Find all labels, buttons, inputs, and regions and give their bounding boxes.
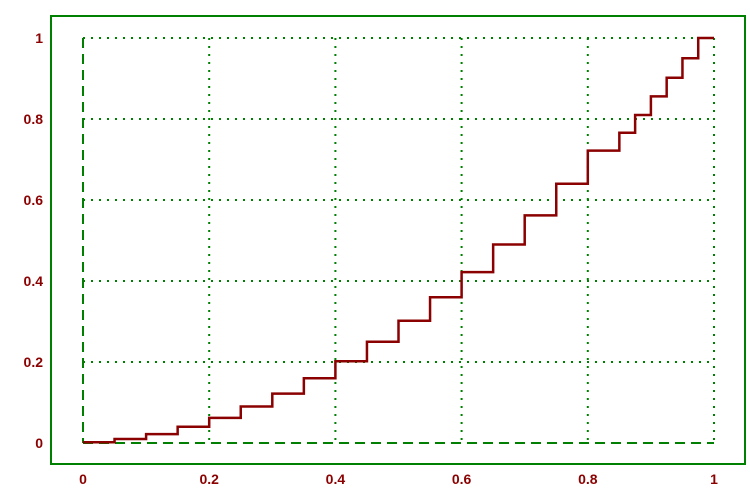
grid-layer	[83, 37, 715, 443]
y-tick-label-1: 0.2	[24, 354, 44, 370]
y-tick-label-2: 0.4	[24, 273, 44, 289]
y-tick-label-5: 1	[35, 30, 43, 46]
y-tick-label-4: 0.8	[24, 111, 44, 127]
baseline-layer	[82, 38, 714, 444]
x-tick-label-2: 0.4	[326, 471, 346, 487]
series-layer	[83, 36, 714, 444]
y-tick-labels: 0 0.2 0.4 0.6 0.8 1	[24, 30, 44, 451]
x-tick-label-5: 1	[710, 471, 718, 487]
x-tick-label-0: 0	[79, 471, 87, 487]
y-tick-label-3: 0.6	[24, 192, 44, 208]
x-tick-label-1: 0.2	[199, 471, 219, 487]
x-tick-labels: 0 0.2 0.4 0.6 0.8 1	[79, 471, 718, 487]
x-tick-label-3: 0.6	[452, 471, 472, 487]
y-tick-label-0: 0	[35, 435, 43, 451]
x-tick-label-4: 0.8	[578, 471, 598, 487]
step-series-line	[83, 36, 714, 444]
plot-frame	[50, 15, 746, 465]
